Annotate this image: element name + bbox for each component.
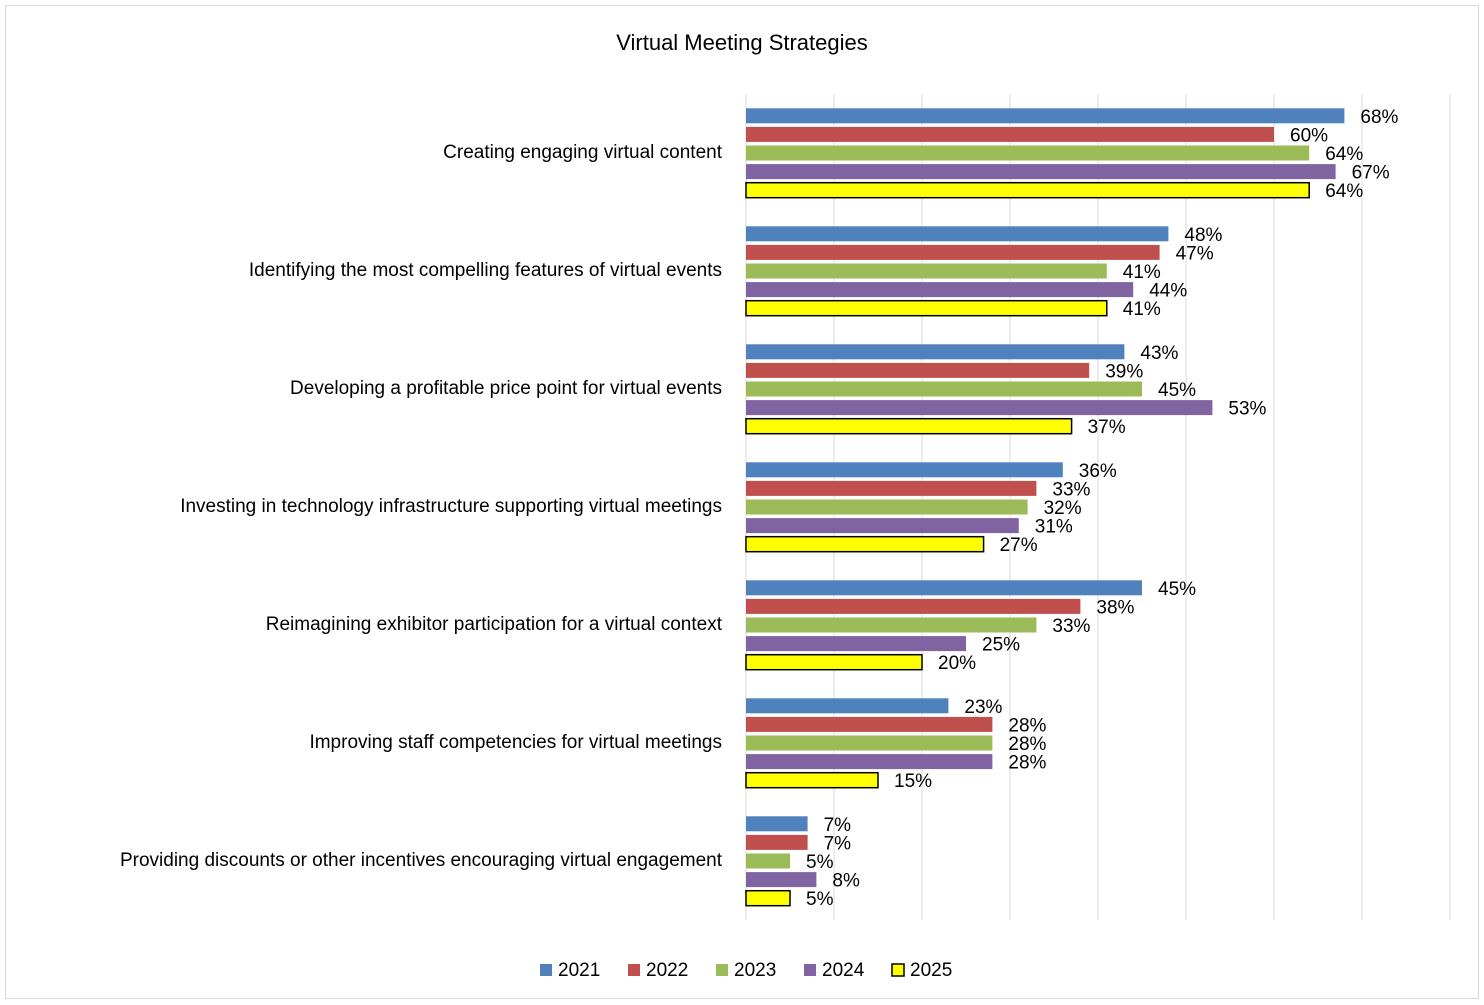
value-label: 44% — [1149, 281, 1187, 302]
bar — [746, 716, 993, 732]
category-label: Investing in technology infrastructure s… — [180, 496, 722, 517]
bar — [746, 108, 1345, 124]
legend-label: 2023 — [734, 960, 776, 981]
value-label: 23% — [964, 697, 1002, 718]
legend-swatch — [540, 964, 552, 976]
value-label: 45% — [1158, 380, 1196, 401]
legend-swatch — [716, 964, 728, 976]
value-label: 38% — [1096, 597, 1134, 618]
legend-swatch — [804, 964, 816, 976]
value-label: 5% — [806, 889, 834, 910]
chart-title: Virtual Meeting Strategies — [616, 30, 868, 55]
bar — [746, 282, 1134, 298]
bar — [746, 480, 1037, 496]
bar — [746, 226, 1169, 242]
value-label: 28% — [1008, 753, 1046, 774]
value-label: 8% — [832, 871, 860, 892]
bar — [746, 344, 1125, 360]
bar — [745, 299, 1108, 317]
legend-label: 2024 — [822, 960, 865, 981]
value-label: 31% — [1035, 517, 1073, 538]
bar — [746, 145, 1310, 161]
bar — [745, 535, 985, 553]
legend-swatch — [891, 963, 905, 977]
bar — [746, 834, 808, 850]
value-label: 53% — [1228, 399, 1266, 420]
bar — [746, 263, 1107, 279]
legend-label: 2025 — [910, 960, 952, 981]
value-label: 15% — [894, 771, 932, 792]
value-label: 36% — [1079, 461, 1117, 482]
value-label: 60% — [1290, 125, 1328, 146]
bar — [746, 499, 1028, 515]
value-label: 48% — [1184, 225, 1222, 246]
bar — [745, 653, 923, 671]
bar — [746, 735, 993, 751]
bar — [746, 362, 1090, 378]
bar — [745, 889, 791, 907]
value-label: 39% — [1105, 361, 1143, 382]
bar — [745, 771, 879, 789]
legend-label: 2022 — [646, 960, 688, 981]
value-label: 37% — [1088, 417, 1126, 438]
category-label: Developing a profitable price point for … — [290, 378, 722, 399]
bar — [746, 816, 808, 832]
bar — [746, 754, 993, 770]
bar — [746, 872, 817, 888]
category-label: Reimagining exhibitor participation for … — [266, 614, 723, 635]
bar — [746, 381, 1142, 397]
value-label: 5% — [806, 852, 834, 873]
legend-swatch — [628, 964, 640, 976]
value-label: 45% — [1158, 579, 1196, 600]
bar — [746, 617, 1037, 633]
bar — [746, 698, 949, 714]
value-label: 28% — [1008, 734, 1046, 755]
value-label: 41% — [1123, 262, 1161, 283]
value-label: 27% — [1000, 535, 1038, 556]
value-label: 25% — [982, 635, 1020, 656]
bar — [746, 636, 966, 652]
value-label: 47% — [1176, 243, 1214, 264]
value-label: 64% — [1325, 144, 1363, 165]
category-label: Providing discounts or other incentives … — [120, 850, 723, 871]
bar — [746, 164, 1336, 180]
value-label: 7% — [824, 833, 852, 854]
value-label: 32% — [1044, 498, 1082, 519]
bar — [746, 400, 1213, 416]
bar — [746, 244, 1160, 260]
bar — [746, 580, 1142, 596]
value-label: 68% — [1360, 107, 1398, 128]
value-label: 33% — [1052, 479, 1090, 500]
value-label: 43% — [1140, 343, 1178, 364]
bar — [746, 126, 1274, 142]
category-label: Creating engaging virtual content — [443, 142, 723, 163]
value-label: 7% — [824, 815, 852, 836]
value-label: 28% — [1008, 715, 1046, 736]
bar — [745, 417, 1073, 435]
value-label: 67% — [1352, 163, 1390, 184]
value-label: 33% — [1052, 616, 1090, 637]
bar — [746, 853, 790, 869]
legend-label: 2021 — [558, 960, 600, 981]
category-label: Improving staff competencies for virtual… — [309, 732, 722, 753]
bar — [746, 462, 1063, 478]
bar — [746, 598, 1081, 614]
value-label: 20% — [938, 653, 976, 674]
value-label: 64% — [1325, 181, 1363, 202]
category-label: Identifying the most compelling features… — [249, 260, 722, 281]
value-label: 41% — [1123, 299, 1161, 320]
bar — [746, 518, 1019, 534]
bar — [745, 181, 1310, 199]
